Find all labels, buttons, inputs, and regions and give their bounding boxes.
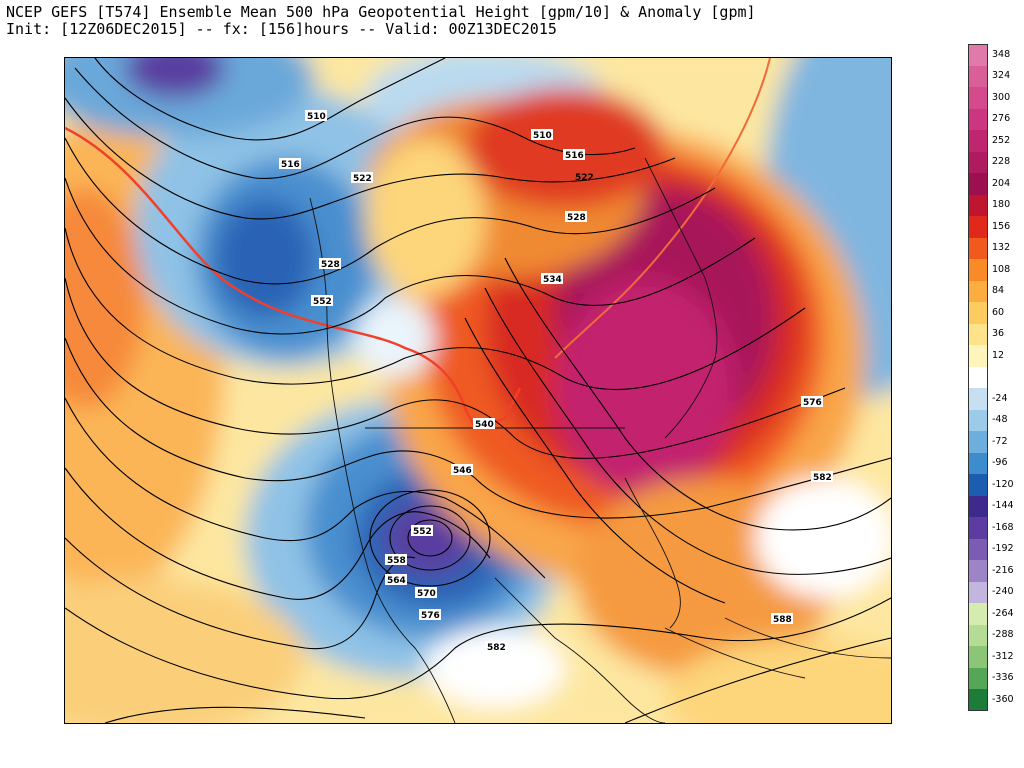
contour-label: 522 [353,174,372,184]
contour-label: 570 [417,589,436,599]
chart-title: NCEP GEFS [T574] Ensemble Mean 500 hPa G… [6,3,756,21]
colorbar-cell [968,65,988,88]
colorbar-label: 348 [992,48,1011,60]
colorbar-cell [968,237,988,260]
colorbar-cell [968,173,988,195]
colorbar-cell [968,302,988,324]
colorbar-label: 204 [992,177,1011,189]
colorbar-label: 276 [992,113,1011,125]
colorbar-label: -240 [992,586,1014,598]
contour-label: 552 [413,527,432,537]
colorbar-cell [968,495,988,518]
contour-label: 534 [543,275,562,285]
colorbar-cell [968,646,988,668]
colorbar-cell [968,452,988,475]
colorbar-cell [968,323,988,346]
colorbar-cell [968,388,988,410]
contour-label: 510 [307,112,326,122]
contour-label: 564 [387,576,406,586]
colorbar-label: -144 [992,500,1014,512]
colorbar-cell [968,560,988,582]
colorbar-cell [968,194,988,217]
colorbar-cell [968,130,988,152]
reference-line-west [65,126,522,430]
colorbar-label: -72 [992,435,1008,447]
colorbar-cell [968,431,988,453]
contour-label: 576 [803,398,822,408]
colorbar-cell [968,87,988,109]
colorbar-cell [968,603,988,625]
colorbar-label: -336 [992,672,1014,684]
colorbar-label: 324 [992,70,1011,82]
colorbar-cell [968,345,988,367]
contour-label: 582 [487,643,506,653]
colorbar-cell [968,581,988,604]
colorbar-cell [968,409,988,432]
anomaly-shading [65,58,891,723]
colorbar-label: 228 [992,156,1011,168]
colorbar-cell [968,44,988,66]
colorbar-cell [968,216,988,238]
height-contours [65,58,891,723]
colorbar-label: -96 [992,457,1008,469]
colorbar-cell [968,151,988,174]
colorbar-cell [968,517,988,539]
contour-label: 528 [321,260,340,270]
colorbar-cell [968,280,988,303]
contour-label: 582 [813,473,832,483]
colorbar-label: 108 [992,263,1011,275]
colorbar-label: -120 [992,478,1014,490]
contour-label: 516 [565,151,584,161]
contour-label: 540 [475,420,494,430]
reference-line-east [554,58,771,359]
colorbar-label: -312 [992,650,1014,662]
colorbar-label: -168 [992,521,1014,533]
contour-label: 522 [575,173,594,183]
colorbar-cell [968,474,988,496]
colorbar-cell [968,689,988,711]
contour-label: 588 [773,615,792,625]
colorbar-label: 36 [992,328,1005,340]
colorbar-cell [968,538,988,561]
contour-label: 516 [281,160,300,170]
contour-label: 558 [387,556,406,566]
colorbar-label: -264 [992,607,1014,619]
colorbar-cell [968,108,988,131]
colorbar-label: 156 [992,220,1011,232]
colorbar-label: -216 [992,564,1014,576]
colorbar-label: 300 [992,91,1011,103]
colorbar-cell [968,667,988,690]
colorbar-label: -360 [992,693,1014,705]
colorbar-cell [968,624,988,647]
chart-subtitle: Init: [12Z06DEC2015] -- fx: [156]hours -… [6,20,557,38]
colorbar-label: -48 [992,414,1008,426]
colorbar-label: -24 [992,392,1008,404]
colorbar-label: 180 [992,199,1011,211]
colorbar-label: 252 [992,134,1011,146]
colorbar-label: 60 [992,306,1005,318]
contour-label: 546 [453,466,472,476]
contour-label: 510 [533,131,552,141]
map-svg: 510 516 522 528 534 540 546 552 558 564 … [65,58,891,723]
contour-label: 576 [421,611,440,621]
anomaly-map: 510 516 522 528 534 540 546 552 558 564 … [64,57,892,724]
contour-labels: 510 516 522 528 534 540 546 552 558 564 … [279,110,833,653]
colorbar-label: -192 [992,543,1014,555]
colorbar-label: 84 [992,285,1005,297]
colorbar: 348 324 300 276 252 228 204 180 156 132 108 84 60 36 1… [968,44,1024,724]
contour-label: 528 [567,213,586,223]
colorbar-cell [968,366,988,389]
contour-label: 552 [313,297,332,307]
colorbar-label: 12 [992,349,1005,361]
colorbar-label: 132 [992,242,1011,254]
colorbar-cell [968,259,988,281]
colorbar-label: -288 [992,629,1014,641]
